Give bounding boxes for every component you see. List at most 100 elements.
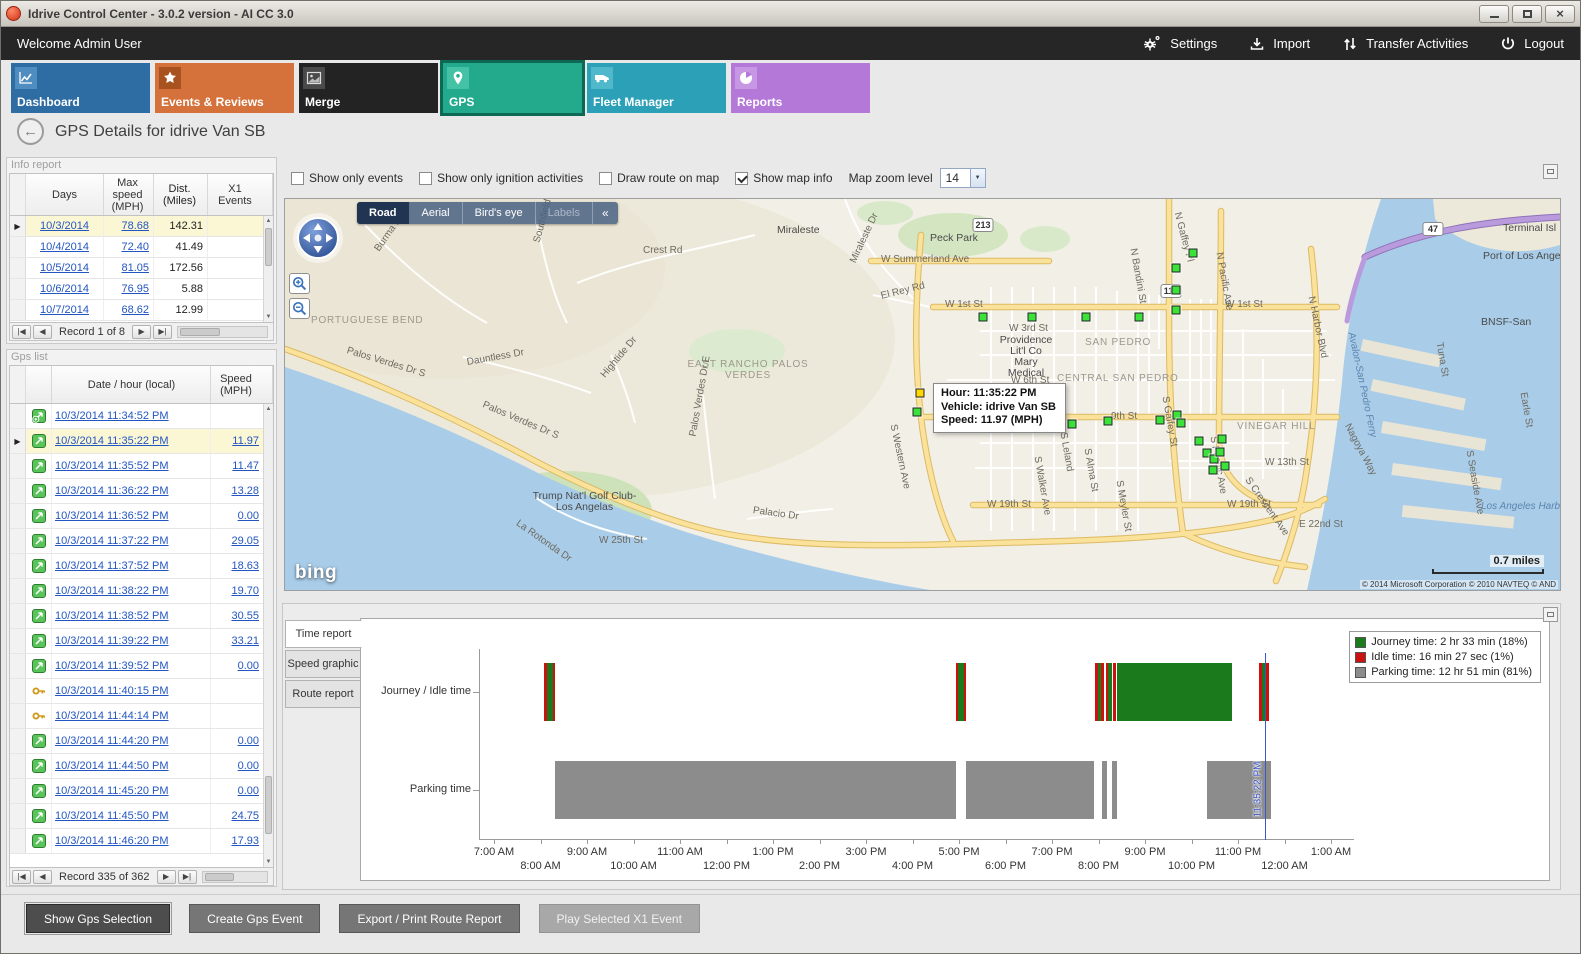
map-viewbar-collapse-button[interactable]: «	[602, 206, 609, 220]
info-report-row[interactable]: 10/5/2014 81.05 172.56	[10, 258, 273, 279]
gps-list-row[interactable]: 10/3/2014 11:35:52 PM 11.47	[10, 454, 273, 479]
column-header-max-speed[interactable]: Max speed (MPH)	[104, 174, 154, 215]
nav-tile-gps[interactable]: GPS	[443, 63, 582, 113]
gps-time-link[interactable]: 10/3/2014 11:36:52 PM	[55, 510, 169, 522]
next-record-button[interactable]: ▶	[132, 324, 152, 339]
gps-time-link[interactable]: 10/3/2014 11:38:22 PM	[55, 585, 169, 597]
column-header-days[interactable]: Days	[26, 174, 104, 215]
day-link[interactable]: 10/6/2014	[40, 283, 89, 295]
chart-panel-collapse-button[interactable]	[1543, 607, 1558, 622]
chart-tab-route-report[interactable]: Route report	[285, 680, 361, 708]
gps-speed-link[interactable]: 11.47	[232, 460, 259, 472]
gps-time-link[interactable]: 10/3/2014 11:34:52 PM	[55, 410, 169, 422]
info-report-row[interactable]: 10/4/2014 72.40 41.49	[10, 237, 273, 258]
gps-marker[interactable]	[978, 312, 988, 322]
gps-speed-link[interactable]: 11.97	[232, 435, 259, 447]
gps-time-link[interactable]: 10/3/2014 11:45:20 PM	[55, 785, 169, 797]
gps-speed-link[interactable]: 0.00	[237, 760, 259, 772]
gps-list-row[interactable]: 10/3/2014 11:37:52 PM 18.63	[10, 554, 273, 579]
gps-marker[interactable]	[1103, 416, 1113, 426]
max-speed-link[interactable]: 68.62	[121, 304, 149, 316]
close-button[interactable]: ×	[1545, 4, 1575, 23]
column-header-dist-miles[interactable]: Dist. (Miles)	[154, 174, 208, 215]
gps-marker[interactable]	[1215, 447, 1225, 457]
gps-time-link[interactable]: 10/3/2014 11:39:22 PM	[55, 635, 169, 647]
gps-time-link[interactable]: 10/3/2014 11:44:14 PM	[55, 710, 169, 722]
gps-time-link[interactable]: 10/3/2014 11:35:22 PM	[55, 435, 169, 447]
gps-speed-link[interactable]: 33.21	[231, 635, 259, 647]
gps-marker-selected[interactable]	[915, 388, 925, 398]
gps-time-link[interactable]: 10/3/2014 11:36:22 PM	[55, 485, 169, 497]
gps-speed-link[interactable]: 13.28	[231, 485, 259, 497]
gps-marker[interactable]	[1202, 448, 1212, 458]
nav-tile-merge[interactable]: Merge	[299, 63, 438, 113]
nav-tile-dashboard[interactable]: Dashboard	[11, 63, 150, 113]
map-compass-control[interactable]	[291, 211, 345, 265]
info-pager-scrollbar[interactable]	[177, 325, 268, 338]
gps-time-link[interactable]: 10/3/2014 11:46:20 PM	[55, 835, 169, 847]
info-grid-scrollbar[interactable]: ▲ ▼	[263, 216, 273, 322]
column-header-date-hour[interactable]: Date / hour (local)	[52, 366, 211, 403]
gps-speed-link[interactable]: 29.05	[231, 535, 259, 547]
scrollbar-thumb[interactable]	[204, 872, 234, 881]
gps-marker[interactable]	[1155, 415, 1165, 425]
checkbox-draw-route-on-map[interactable]: Draw route on map	[599, 171, 719, 185]
gps-time-link[interactable]: 10/3/2014 11:39:52 PM	[55, 660, 169, 672]
scrollbar-thumb[interactable]	[265, 776, 272, 834]
prev-record-button[interactable]: ◀	[33, 869, 52, 884]
last-record-button[interactable]: ▶|	[153, 324, 173, 339]
gps-list-row[interactable]: 10/3/2014 11:37:22 PM 29.05	[10, 529, 273, 554]
gps-time-link[interactable]: 10/3/2014 11:45:50 PM	[55, 810, 169, 822]
minimize-button[interactable]	[1479, 4, 1509, 23]
nav-tile-events-reviews[interactable]: Events & Reviews	[155, 63, 294, 113]
footer-button-create-gps-event[interactable]: Create Gps Event	[189, 904, 321, 933]
gps-list-row[interactable]: 10/3/2014 11:39:22 PM 33.21	[10, 629, 273, 654]
map-zoom-select[interactable]: 14 ▼	[939, 168, 986, 188]
gps-speed-link[interactable]: 0.00	[237, 785, 259, 797]
gps-marker[interactable]	[1134, 312, 1144, 322]
map-view-tab-labels[interactable]: Labels	[536, 202, 593, 224]
checkbox-box[interactable]	[419, 171, 433, 185]
max-speed-link[interactable]: 76.95	[121, 283, 149, 295]
map-zoom-in-button[interactable]	[289, 273, 310, 294]
map-zoom-out-button[interactable]	[289, 298, 310, 319]
gps-speed-link[interactable]: 18.63	[231, 560, 259, 572]
checkbox-box[interactable]	[599, 171, 613, 185]
gps-time-link[interactable]: 10/3/2014 11:40:15 PM	[55, 685, 169, 697]
header-action-transfer-activities[interactable]: Transfer Activities	[1342, 36, 1468, 52]
prev-record-button[interactable]: ◀	[33, 324, 52, 339]
gps-list-row[interactable]: 10/3/2014 11:36:22 PM 13.28	[10, 479, 273, 504]
gps-marker[interactable]	[1171, 305, 1181, 315]
header-action-logout[interactable]: Logout	[1500, 36, 1564, 52]
scroll-up-icon[interactable]: ▲	[265, 218, 272, 224]
gps-list-row[interactable]: 10/3/2014 11:46:20 PM 17.93	[10, 829, 273, 854]
gps-marker[interactable]	[1188, 248, 1198, 258]
gps-marker[interactable]	[1194, 436, 1204, 446]
day-link[interactable]: 10/5/2014	[40, 262, 89, 274]
gps-time-link[interactable]: 10/3/2014 11:38:52 PM	[55, 610, 169, 622]
gps-marker[interactable]	[1067, 419, 1077, 429]
checkbox-show-only-events[interactable]: Show only events	[291, 171, 403, 185]
gps-list-row[interactable]: 10/3/2014 11:44:14 PM	[10, 704, 273, 729]
scrollbar-thumb[interactable]	[265, 228, 272, 266]
back-button[interactable]: ←	[17, 118, 44, 145]
column-header-x1-events[interactable]: X1 Events	[208, 174, 273, 215]
gps-time-link[interactable]: 10/3/2014 11:37:22 PM	[55, 535, 169, 547]
column-header-speed[interactable]: Speed (MPH)	[211, 366, 273, 403]
scrollbar-thumb[interactable]	[180, 327, 221, 336]
gps-speed-link[interactable]: 0.00	[237, 735, 259, 747]
map-view-tab-bird-s-eye[interactable]: Bird's eye	[463, 202, 536, 224]
gps-time-link[interactable]: 10/3/2014 11:44:50 PM	[55, 760, 169, 772]
checkbox-box[interactable]	[735, 171, 749, 185]
gps-marker[interactable]	[1220, 461, 1230, 471]
gps-list-row[interactable]: ▶ 10/3/2014 11:35:22 PM 11.97	[10, 429, 273, 454]
max-speed-link[interactable]: 72.40	[121, 241, 149, 253]
checkbox-box[interactable]	[291, 171, 304, 185]
gps-speed-link[interactable]: 17.93	[231, 835, 259, 847]
scroll-up-icon[interactable]: ▲	[265, 406, 272, 412]
footer-button-play-selected-x1-event[interactable]: Play Selected X1 Event	[538, 904, 700, 933]
gps-marker[interactable]	[1081, 312, 1091, 322]
map-view-tab-aerial[interactable]: Aerial	[410, 202, 463, 224]
gps-marker[interactable]	[1209, 454, 1219, 464]
gps-marker[interactable]	[1171, 285, 1181, 295]
